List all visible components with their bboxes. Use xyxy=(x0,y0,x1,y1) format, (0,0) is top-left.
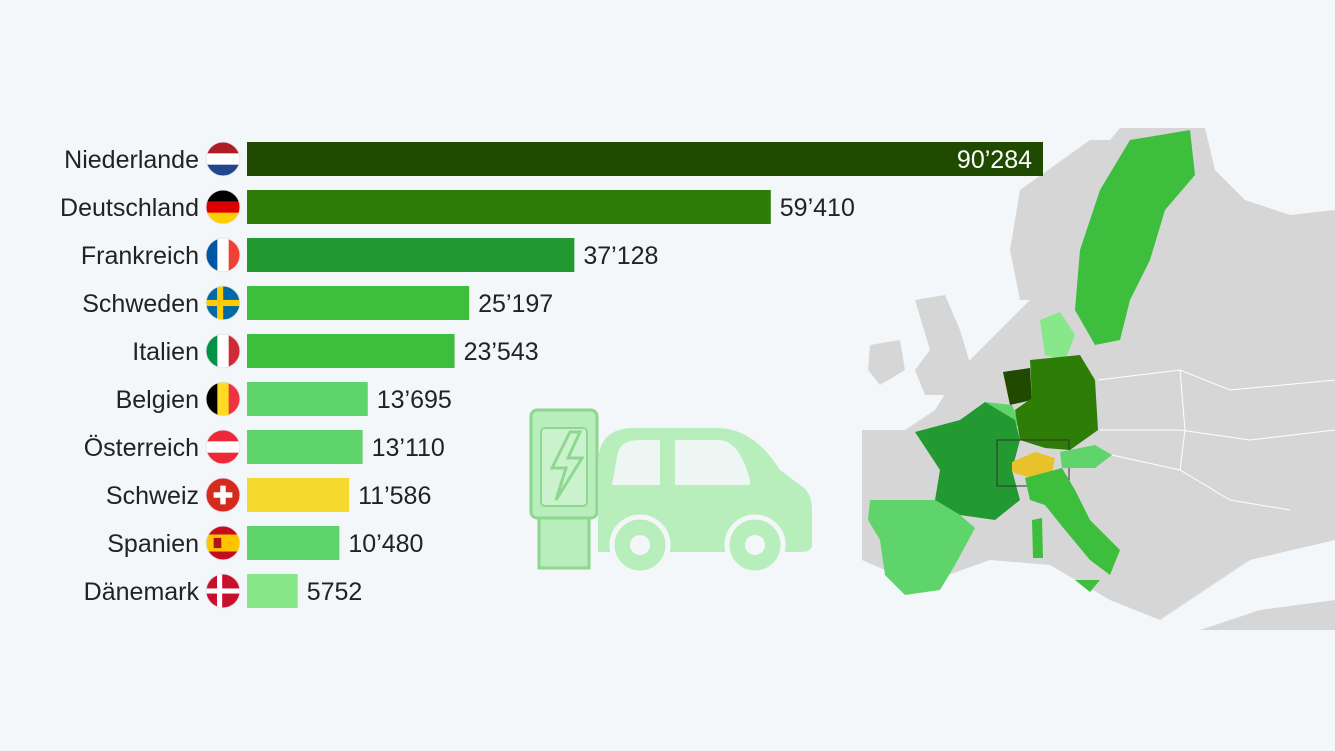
category-label: Schweden xyxy=(82,290,199,318)
category-label: Niederlande xyxy=(64,146,199,174)
value-label: 13’695 xyxy=(377,386,452,414)
value-label: 11’586 xyxy=(358,482,431,510)
flag-switzerland-icon xyxy=(205,477,241,513)
category-label: Frankreich xyxy=(81,242,199,270)
category-label: Belgien xyxy=(116,386,199,414)
bar xyxy=(247,478,350,512)
bar xyxy=(247,430,363,464)
value-label: 23’543 xyxy=(464,338,539,366)
value-label: 5752 xyxy=(307,578,363,606)
category-label: Dänemark xyxy=(84,578,200,606)
value-label: 90’284 xyxy=(957,146,1032,174)
value-label: 13’110 xyxy=(372,434,445,462)
value-label: 59’410 xyxy=(780,194,855,222)
category-label: Italien xyxy=(132,338,199,366)
category-label: Österreich xyxy=(84,434,199,462)
flag-austria-icon xyxy=(205,429,241,465)
europe-map-icon xyxy=(862,128,1335,630)
value-label: 37’128 xyxy=(583,242,658,270)
ev-charging-station-car-icon xyxy=(529,408,812,576)
flag-sweden-icon xyxy=(205,285,241,321)
flag-italy-icon xyxy=(205,333,241,369)
value-label: 25’197 xyxy=(478,290,553,318)
bar xyxy=(247,142,1043,176)
bar xyxy=(247,574,298,608)
category-label: Spanien xyxy=(107,530,199,558)
bar xyxy=(247,190,771,224)
bar xyxy=(247,382,368,416)
flag-denmark-icon xyxy=(205,573,241,609)
flag-netherlands-icon xyxy=(205,141,241,177)
flag-spain-icon xyxy=(205,525,241,561)
bars-layer: Niederlande 90’284 Deutschland 59’410 Frankr… xyxy=(60,141,1043,609)
value-label: 10’480 xyxy=(348,530,423,558)
flag-belgium-icon xyxy=(205,381,241,417)
category-label: Deutschland xyxy=(60,194,199,222)
bar xyxy=(247,238,575,272)
flag-france-icon xyxy=(205,237,241,273)
category-label: Schweiz xyxy=(106,482,199,510)
bar xyxy=(247,334,455,368)
flag-germany-icon xyxy=(205,189,241,225)
bar xyxy=(247,286,470,320)
bar xyxy=(247,526,340,560)
